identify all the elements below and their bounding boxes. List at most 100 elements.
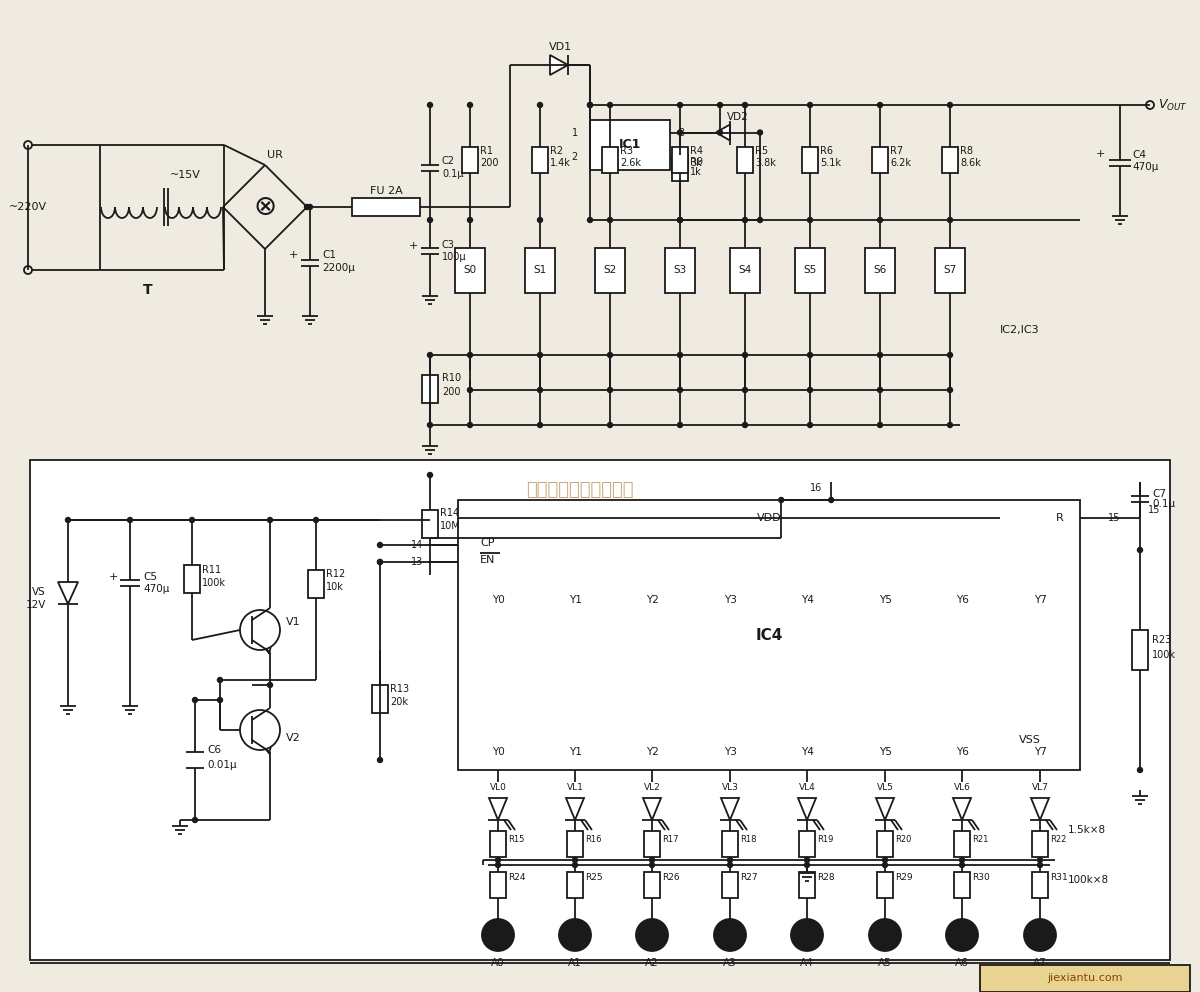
Text: A3: A3 <box>724 958 737 968</box>
Bar <box>422 375 438 403</box>
Text: C1: C1 <box>322 250 336 260</box>
Circle shape <box>743 217 748 222</box>
Bar <box>526 248 554 293</box>
Text: A4: A4 <box>800 958 814 968</box>
Bar <box>942 147 958 173</box>
Bar <box>672 147 688 173</box>
Text: 470μ: 470μ <box>143 584 169 594</box>
Text: IC1: IC1 <box>619 139 641 152</box>
Text: UR: UR <box>268 150 283 160</box>
Circle shape <box>378 559 383 564</box>
Bar <box>954 872 970 898</box>
Text: Y1: Y1 <box>569 595 582 605</box>
Text: VL0: VL0 <box>490 784 506 793</box>
Circle shape <box>678 130 683 135</box>
Text: $V_{OUT}$: $V_{OUT}$ <box>1158 97 1188 112</box>
Circle shape <box>313 518 318 523</box>
Bar <box>872 147 888 173</box>
Bar <box>644 872 660 898</box>
Bar <box>644 831 660 857</box>
Circle shape <box>877 388 882 393</box>
Circle shape <box>678 423 683 428</box>
Bar <box>954 831 970 857</box>
Text: 100k×8: 100k×8 <box>1068 875 1109 885</box>
Bar <box>796 248 826 293</box>
Circle shape <box>808 388 812 393</box>
Text: IC2,IC3: IC2,IC3 <box>1000 325 1039 335</box>
Bar <box>665 248 695 293</box>
Text: 1: 1 <box>572 128 578 138</box>
Circle shape <box>649 862 654 867</box>
Text: R25: R25 <box>586 874 602 883</box>
Text: A5: A5 <box>878 958 892 968</box>
Text: Y2: Y2 <box>646 747 659 757</box>
Circle shape <box>718 130 722 135</box>
Circle shape <box>607 217 612 222</box>
Circle shape <box>678 102 683 107</box>
Text: Y6: Y6 <box>955 747 968 757</box>
Text: R2: R2 <box>550 146 563 156</box>
Text: R16: R16 <box>586 835 601 844</box>
Circle shape <box>948 217 953 222</box>
Text: R30: R30 <box>972 874 990 883</box>
Circle shape <box>190 518 194 523</box>
Circle shape <box>559 919 592 951</box>
Text: 12V: 12V <box>25 600 46 610</box>
Text: R27: R27 <box>740 874 757 883</box>
Circle shape <box>727 857 732 862</box>
Circle shape <box>678 217 683 222</box>
Circle shape <box>572 862 577 867</box>
Polygon shape <box>1031 798 1049 820</box>
Text: VL4: VL4 <box>799 784 815 793</box>
Bar <box>352 198 420 216</box>
Text: jiexiantu.com: jiexiantu.com <box>1048 973 1123 983</box>
Text: C2: C2 <box>442 156 455 166</box>
Circle shape <box>607 102 612 107</box>
Circle shape <box>882 857 888 862</box>
Text: C3: C3 <box>442 240 455 250</box>
Text: 15: 15 <box>1148 505 1160 515</box>
Bar <box>455 248 485 293</box>
Text: 1.4k: 1.4k <box>550 158 571 168</box>
Circle shape <box>588 217 593 222</box>
Circle shape <box>192 697 198 702</box>
Polygon shape <box>876 798 894 820</box>
Text: R12: R12 <box>326 569 346 579</box>
Circle shape <box>948 423 953 428</box>
Text: VL5: VL5 <box>876 784 894 793</box>
Circle shape <box>538 388 542 393</box>
Text: R31: R31 <box>1050 874 1068 883</box>
Text: ⊗: ⊗ <box>253 193 277 221</box>
Text: C5: C5 <box>143 572 157 582</box>
Polygon shape <box>643 798 661 820</box>
Circle shape <box>743 388 748 393</box>
Circle shape <box>127 518 132 523</box>
Circle shape <box>538 102 542 107</box>
Circle shape <box>649 857 654 862</box>
Text: 100k: 100k <box>202 578 226 588</box>
Circle shape <box>727 862 732 867</box>
Bar <box>980 965 1190 992</box>
Text: VL2: VL2 <box>643 784 660 793</box>
Text: S7: S7 <box>943 265 956 275</box>
Text: CP: CP <box>481 538 496 548</box>
Text: R5: R5 <box>755 146 768 156</box>
Circle shape <box>588 102 593 107</box>
Circle shape <box>808 352 812 357</box>
Text: 3k: 3k <box>690 158 702 168</box>
Text: R9: R9 <box>690 157 703 167</box>
Text: 100μ: 100μ <box>442 252 467 262</box>
Circle shape <box>538 352 542 357</box>
Bar <box>799 831 815 857</box>
Circle shape <box>678 352 683 357</box>
Bar <box>737 147 754 173</box>
Polygon shape <box>490 798 508 820</box>
Text: R24: R24 <box>508 874 526 883</box>
Text: Y0: Y0 <box>492 595 504 605</box>
Circle shape <box>268 682 272 687</box>
Circle shape <box>743 102 748 107</box>
Bar <box>722 872 738 898</box>
Bar <box>568 872 583 898</box>
Text: VL6: VL6 <box>954 784 971 793</box>
Text: S3: S3 <box>673 265 686 275</box>
